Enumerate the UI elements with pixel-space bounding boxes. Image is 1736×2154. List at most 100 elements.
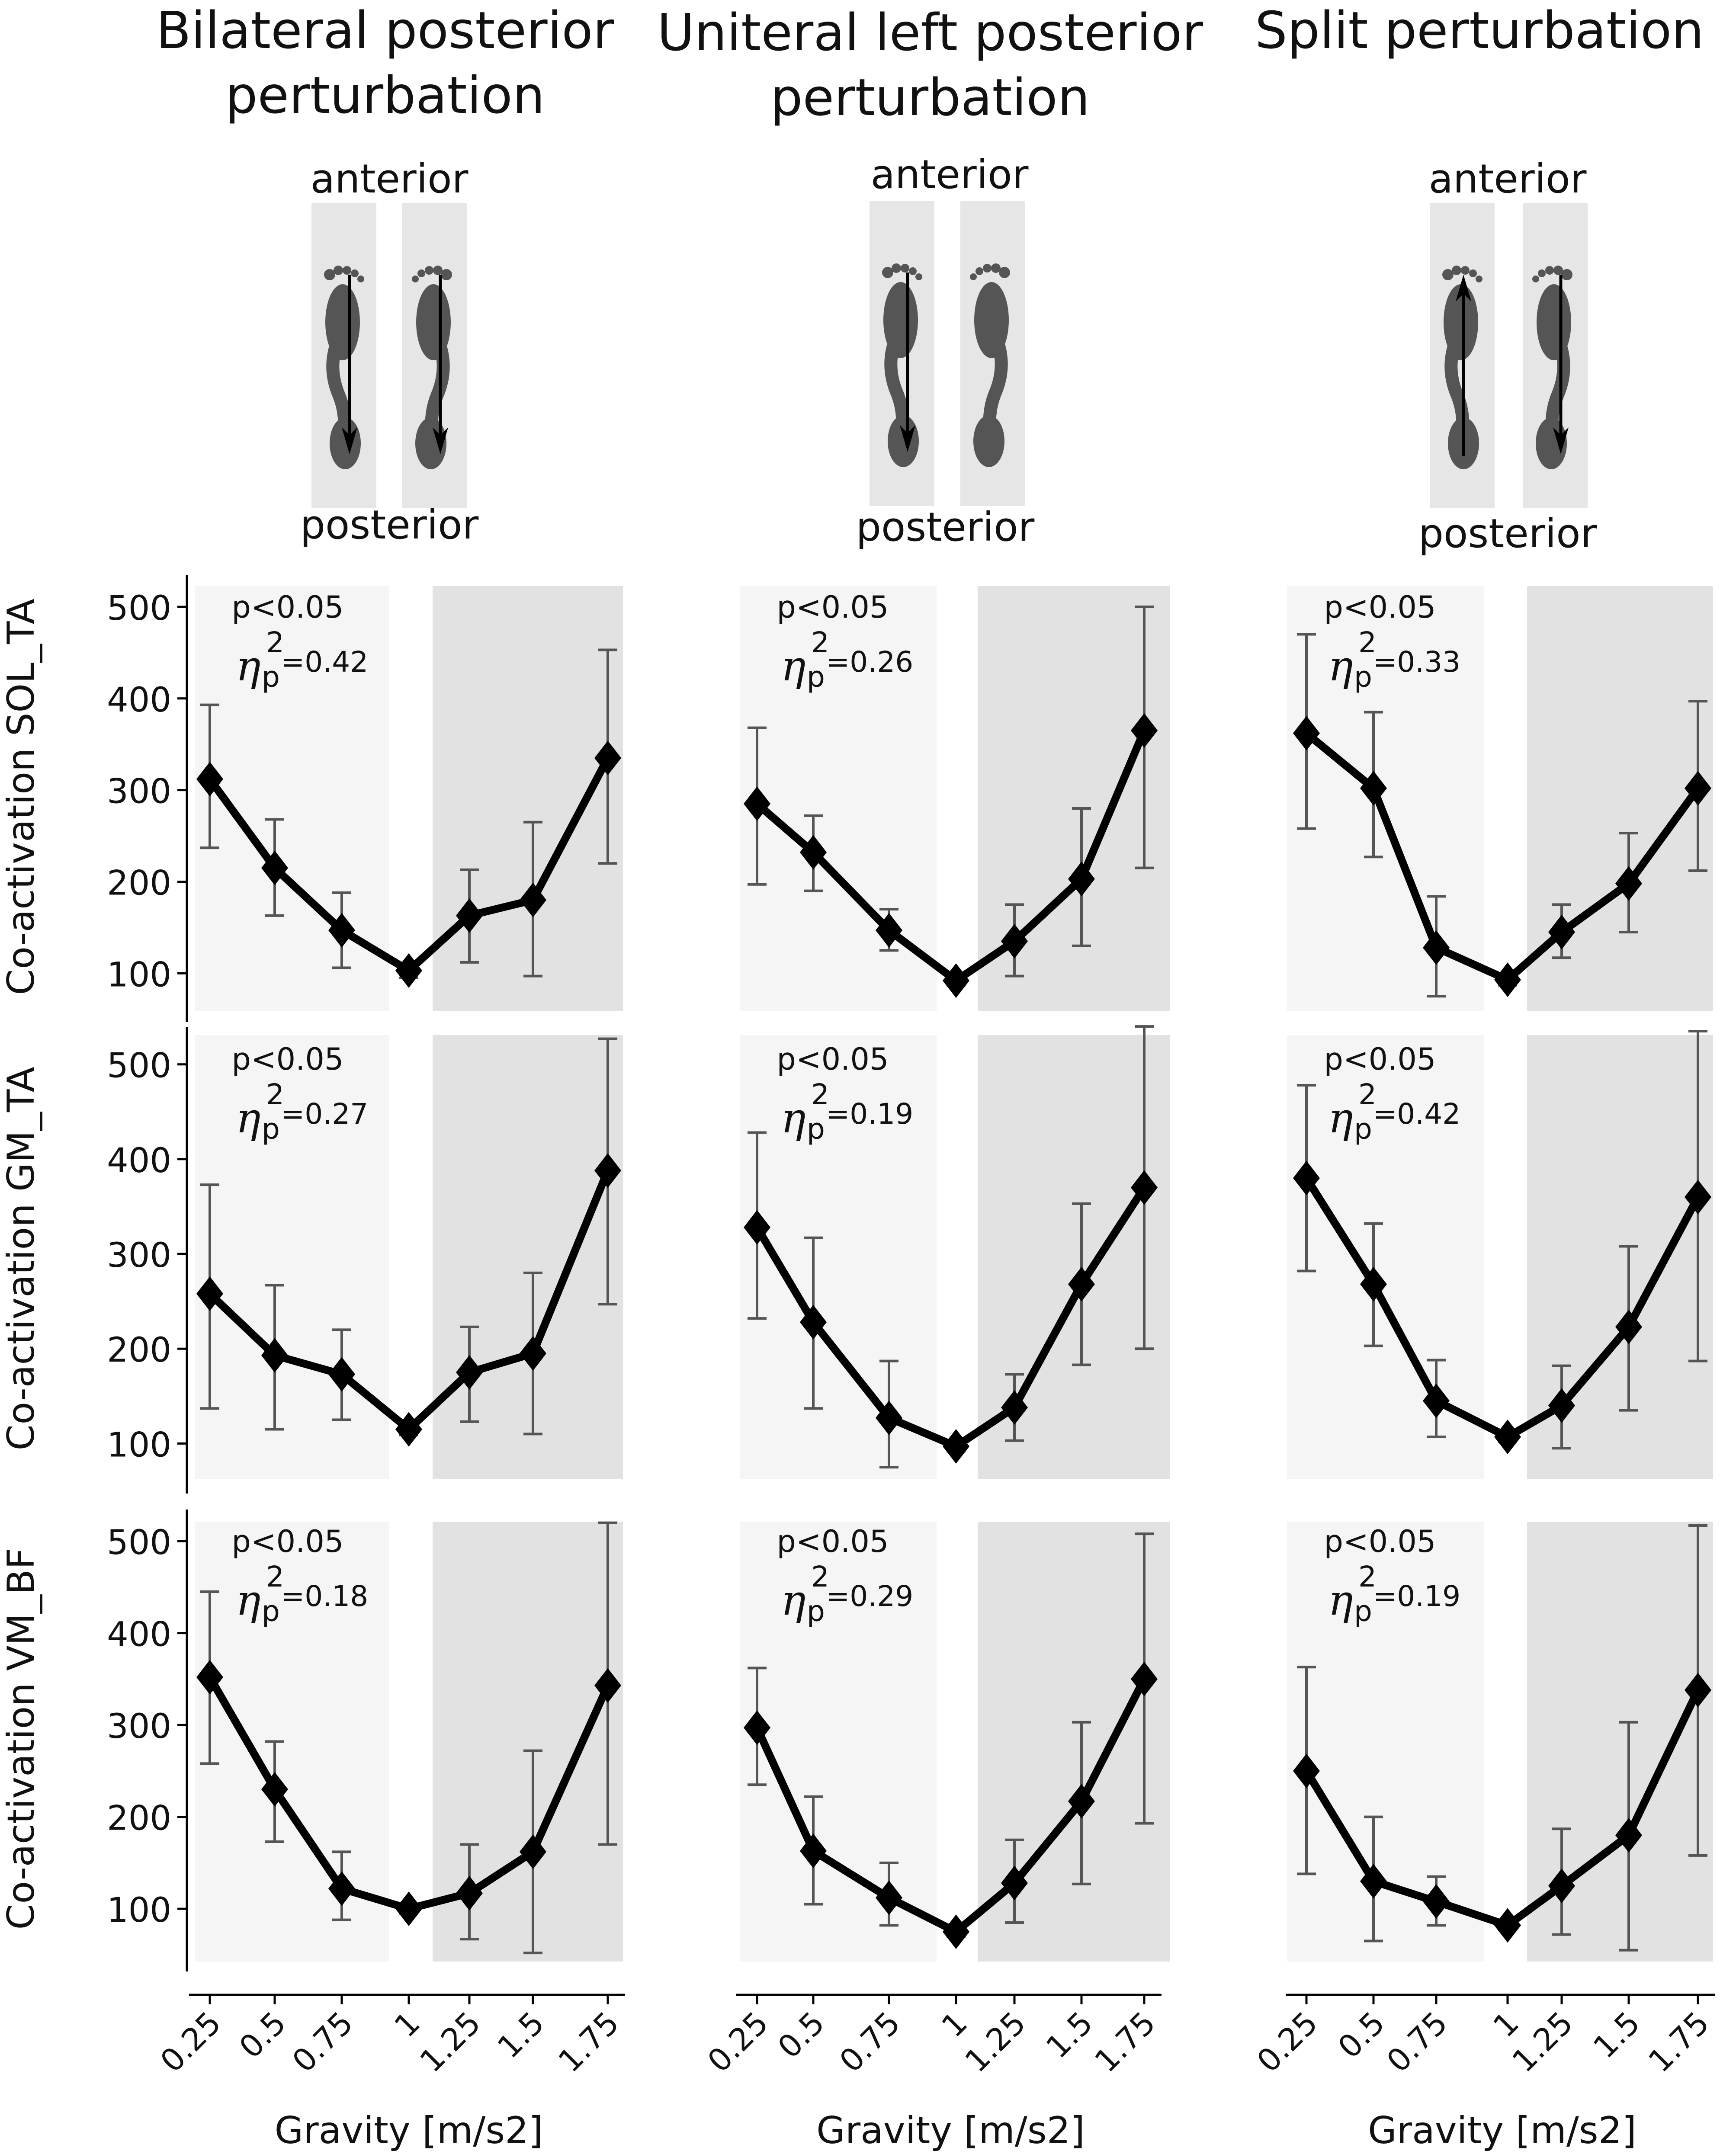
chart-sol_ta-bilateral: 100 200 300 400 500 Co-activation SOL_TA p<0.0… — [0, 575, 623, 1022]
eta-value: =0.27 — [281, 1097, 368, 1131]
eta-superscript: 2 — [811, 1560, 829, 1593]
eta-value: =0.29 — [826, 1580, 913, 1613]
eta-subscript: p — [262, 1595, 280, 1628]
toe-shape — [1545, 266, 1554, 275]
data-point — [943, 963, 969, 998]
high-gravity-band — [433, 586, 623, 1011]
eta-symbol: η — [781, 1576, 806, 1625]
data-point — [261, 1338, 288, 1373]
data-point — [744, 1210, 770, 1245]
chart-sol_ta-unilateral: p<0.05η 2p =0.26 — [740, 586, 1170, 1011]
p-value-label: p<0.05 — [1324, 1042, 1436, 1077]
toe-shape — [441, 269, 452, 280]
low-gravity-band — [1287, 586, 1484, 1011]
toe-shape — [1452, 266, 1461, 275]
footprint-icon — [324, 266, 364, 469]
toe-shape — [324, 269, 335, 280]
toe-shape — [901, 264, 909, 272]
y-tick-label: 300 — [107, 1707, 171, 1746]
perturbation-diagram — [870, 201, 1025, 506]
toe-shape — [417, 269, 425, 277]
toe-shape — [1553, 266, 1563, 275]
eta-value: =0.18 — [281, 1580, 368, 1613]
p-value-label: p<0.05 — [232, 1524, 344, 1559]
data-point — [1548, 1869, 1575, 1903]
p-value-label: p<0.05 — [777, 1524, 889, 1559]
data-point — [1068, 1267, 1095, 1302]
eta-superscript: 2 — [1358, 1560, 1377, 1593]
x-tick-label: 0.75 — [285, 2005, 360, 2080]
data-point — [1615, 866, 1642, 901]
eta-value: =0.19 — [1373, 1580, 1460, 1613]
x-tick-label: 1.75 — [1641, 2005, 1716, 2080]
column-title-bilateral: Bilateral posterior perturbation — [156, 0, 614, 125]
y-tick-label: 100 — [107, 1891, 171, 1930]
arrow-head — [1456, 275, 1471, 301]
chart-vm_bf-split: p<0.05η 2p =0.190.25 0.50.75 11.25 1.51.75Gra… — [1250, 1522, 1716, 2152]
data-point — [456, 1876, 483, 1910]
toe-shape — [412, 276, 419, 282]
eta-subscript: p — [1354, 1112, 1372, 1146]
toe-shape — [1469, 269, 1477, 277]
toe-shape — [433, 266, 443, 275]
anterior-label: anterior — [310, 156, 468, 202]
data-point — [1068, 862, 1095, 897]
y-tick-label: 400 — [107, 1141, 171, 1180]
effect-size-label: η 2p =0.27 — [236, 1078, 368, 1146]
toe-shape — [999, 267, 1010, 278]
data-point — [1615, 1309, 1642, 1344]
y-tick-label: 500 — [107, 589, 171, 628]
eta-superscript: 2 — [266, 1078, 284, 1111]
heel-shape — [415, 417, 446, 469]
x-tick-label: 1.25 — [958, 2005, 1033, 2080]
high-gravity-band — [978, 1522, 1170, 1962]
eta-value: =0.26 — [826, 645, 913, 679]
data-point — [1131, 1170, 1158, 1205]
x-tick-label: 0.5 — [771, 2005, 831, 2065]
p-value-label: p<0.05 — [1324, 1524, 1436, 1559]
effect-size-label: η 2p =0.18 — [236, 1560, 368, 1628]
effect-size-label: η 2p =0.26 — [781, 626, 913, 694]
data-point — [1293, 1160, 1320, 1196]
data-point — [520, 882, 546, 917]
data-point — [520, 1834, 546, 1869]
data-point — [1131, 713, 1158, 748]
data-point — [1360, 1267, 1387, 1302]
data-point — [1001, 1866, 1028, 1901]
toe-shape — [343, 266, 351, 275]
y-tick-label: 400 — [107, 1616, 171, 1654]
data-point — [943, 1914, 969, 1949]
arrow-head — [342, 427, 357, 454]
y-tick-label: 300 — [107, 1236, 171, 1275]
toe-shape — [1561, 269, 1572, 280]
data-point — [1423, 1884, 1450, 1919]
eta-superscript: 2 — [1358, 1078, 1377, 1111]
eta-symbol: η — [236, 1576, 261, 1625]
x-tick-label: 0.75 — [1380, 2005, 1454, 2080]
x-axis-label: Gravity [m/s2] — [275, 2109, 543, 2152]
effect-size-label: η 2p =0.19 — [1328, 1560, 1460, 1628]
arrow-head — [900, 425, 915, 452]
data-point — [1423, 1383, 1450, 1418]
data-point — [520, 1336, 546, 1371]
data-point — [1360, 771, 1387, 806]
toe-shape — [991, 263, 1001, 273]
eta-superscript: 2 — [811, 626, 829, 659]
p-value-label: p<0.05 — [777, 1042, 889, 1077]
heel-shape — [330, 417, 361, 469]
data-point — [395, 1891, 422, 1926]
posterior-label: posterior — [1418, 510, 1597, 557]
p-value-label: p<0.05 — [232, 1042, 344, 1077]
data-point — [1548, 1388, 1575, 1423]
toe-shape — [975, 267, 983, 275]
data-point — [328, 1871, 355, 1906]
x-tick-label: 0.25 — [700, 2005, 775, 2080]
toe-shape — [909, 267, 917, 275]
x-tick-label: 1.25 — [413, 2005, 488, 2080]
arrow-head — [433, 427, 448, 454]
y-axis-label: Co-activation VM_BF — [0, 1548, 43, 1930]
effect-size-label: η 2p =0.19 — [781, 1078, 913, 1146]
effect-size-label: η 2p =0.42 — [236, 626, 368, 694]
